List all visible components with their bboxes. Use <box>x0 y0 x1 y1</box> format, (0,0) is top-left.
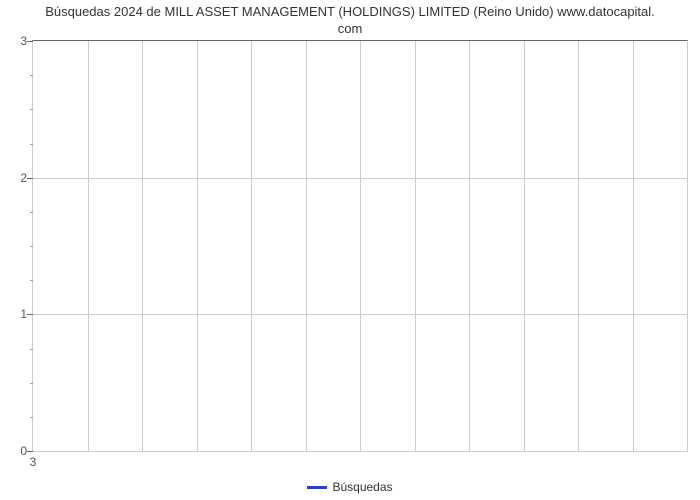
y-tick-minor <box>30 212 33 213</box>
gridline-v <box>633 41 634 451</box>
title-line-2: com <box>338 21 363 36</box>
plot-area: 01233 <box>32 40 688 452</box>
y-tick-minor <box>30 280 33 281</box>
x-tick-label: 3 <box>30 451 37 469</box>
y-tick-major <box>27 178 33 179</box>
gridline-v <box>469 41 470 451</box>
y-tick-minor <box>30 246 33 247</box>
y-tick-minor <box>30 417 33 418</box>
gridline-v <box>142 41 143 451</box>
legend-swatch <box>307 486 327 489</box>
title-line-1: Búsquedas 2024 de MILL ASSET MANAGEMENT … <box>45 4 655 19</box>
gridline-v <box>578 41 579 451</box>
gridline-v <box>306 41 307 451</box>
gridline-v <box>415 41 416 451</box>
gridline-v <box>197 41 198 451</box>
legend-label: Búsquedas <box>332 480 392 494</box>
y-tick-minor <box>30 109 33 110</box>
gridline-v <box>524 41 525 451</box>
gridline-v <box>251 41 252 451</box>
chart-container: Búsquedas 2024 de MILL ASSET MANAGEMENT … <box>0 0 700 500</box>
legend: Búsquedas <box>0 479 700 494</box>
gridline-v <box>88 41 89 451</box>
y-tick-major <box>27 41 33 42</box>
y-tick-major <box>27 314 33 315</box>
y-tick-minor <box>30 75 33 76</box>
y-tick-minor <box>30 349 33 350</box>
y-tick-minor <box>30 383 33 384</box>
y-tick-minor <box>30 144 33 145</box>
gridline-v <box>360 41 361 451</box>
chart-title: Búsquedas 2024 de MILL ASSET MANAGEMENT … <box>0 0 700 40</box>
plot-wrapper: 01233 <box>32 40 688 452</box>
